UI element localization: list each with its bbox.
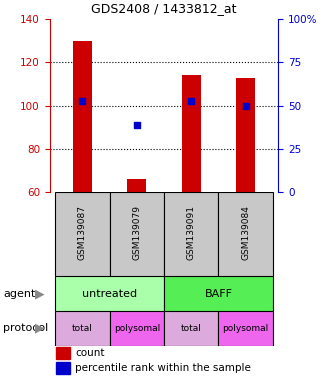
Point — [189, 98, 194, 104]
Text: protocol: protocol — [3, 323, 48, 333]
Text: total: total — [181, 324, 202, 333]
Bar — [55, 192, 109, 276]
Text: percentile rank within the sample: percentile rank within the sample — [75, 363, 251, 373]
Bar — [164, 192, 219, 276]
Title: GDS2408 / 1433812_at: GDS2408 / 1433812_at — [91, 2, 237, 15]
Bar — [55, 276, 164, 311]
Text: agent: agent — [3, 289, 36, 299]
Bar — [164, 276, 273, 311]
Text: untreated: untreated — [82, 289, 137, 299]
Bar — [182, 75, 201, 192]
Bar — [219, 192, 273, 276]
Text: GSM139079: GSM139079 — [132, 205, 141, 260]
Bar — [127, 179, 146, 192]
Bar — [236, 78, 255, 192]
Bar — [109, 192, 164, 276]
Bar — [73, 41, 92, 192]
Bar — [164, 311, 219, 346]
Text: GSM139087: GSM139087 — [78, 205, 87, 260]
Text: polysomal: polysomal — [223, 324, 269, 333]
Bar — [55, 311, 109, 346]
Bar — [109, 311, 164, 346]
Point — [134, 122, 139, 128]
Text: BAFF: BAFF — [204, 289, 232, 299]
Bar — [219, 311, 273, 346]
Text: ▶: ▶ — [35, 287, 45, 300]
Text: GSM139084: GSM139084 — [241, 205, 250, 260]
Text: count: count — [75, 348, 105, 358]
Text: total: total — [72, 324, 93, 333]
Text: polysomal: polysomal — [114, 324, 160, 333]
Text: ▶: ▶ — [35, 322, 45, 335]
Text: GSM139091: GSM139091 — [187, 205, 196, 260]
Point — [80, 98, 85, 104]
Point — [243, 103, 248, 109]
